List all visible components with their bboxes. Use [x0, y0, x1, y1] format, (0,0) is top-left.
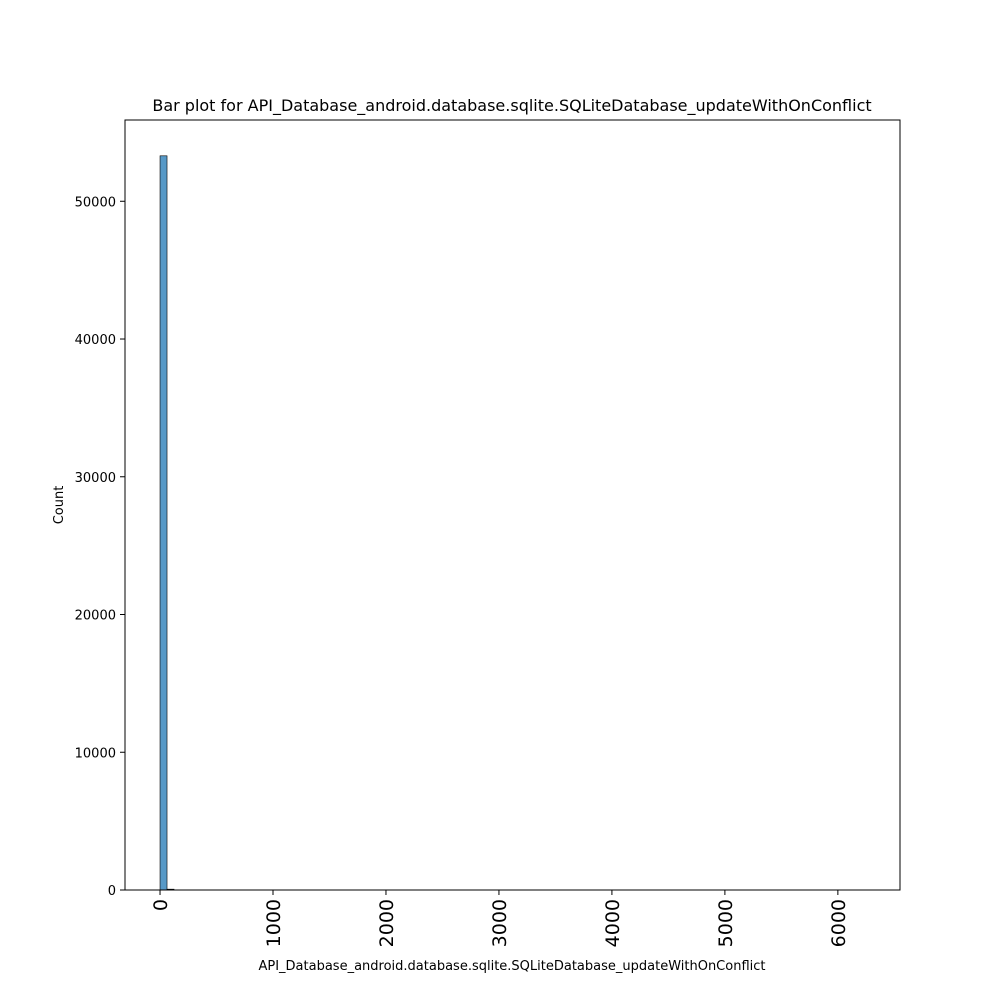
y-tick-label: 10000 [75, 746, 116, 761]
bar [159, 155, 168, 891]
x-tick-label: 1000 [263, 899, 285, 947]
x-tick-label: 2000 [376, 899, 398, 947]
x-axis-label: API_Database_android.database.sqlite.SQL… [258, 959, 765, 974]
x-tick-label: 0 [150, 899, 172, 911]
x-tick-label: 3000 [489, 899, 511, 947]
y-tick-label: 0 [108, 884, 116, 899]
x-tick-label: 6000 [828, 899, 850, 947]
chart-title: Bar plot for API_Database_android.databa… [152, 96, 871, 116]
y-axis: 0 10000 20000 30000 40000 50000 [75, 195, 125, 899]
y-tick-label: 30000 [75, 471, 116, 486]
y-tick-label: 20000 [75, 609, 116, 624]
plot-frame [124, 119, 901, 891]
x-tick-label: 5000 [715, 899, 737, 947]
x-axis: 0 1000 2000 3000 4000 5000 6000 [150, 890, 850, 947]
y-tick-label: 40000 [75, 333, 116, 348]
x-tick-label: 4000 [602, 899, 624, 947]
y-axis-label: Count [52, 486, 67, 525]
y-tick-label: 50000 [75, 195, 116, 210]
